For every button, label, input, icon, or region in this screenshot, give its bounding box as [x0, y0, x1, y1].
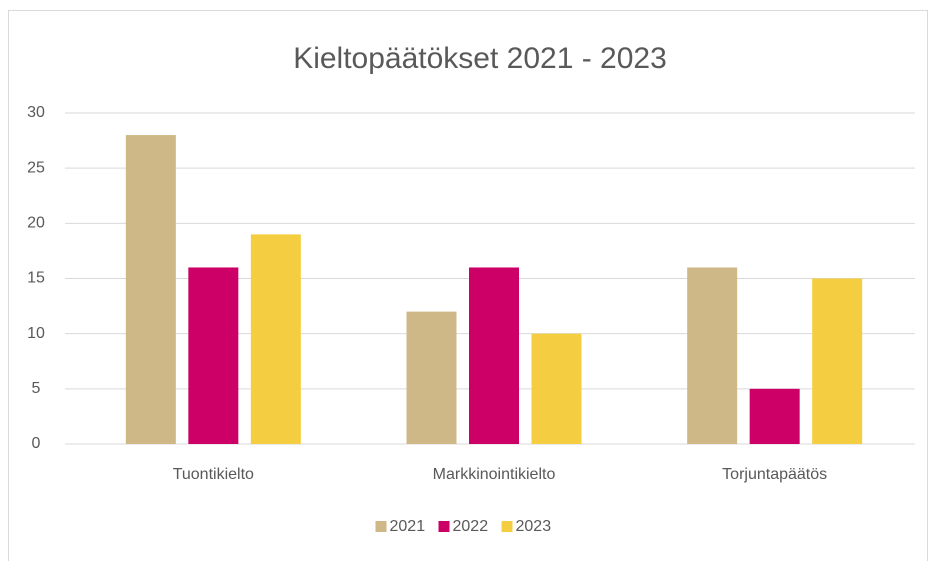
bar	[749, 388, 800, 444]
legend-swatch	[501, 521, 513, 532]
legend-label: 2021	[390, 518, 426, 535]
x-tick-label: Torjuntapäätös	[722, 466, 827, 483]
bar	[188, 267, 239, 444]
y-tick-label: 10	[27, 325, 45, 342]
bar	[469, 267, 519, 444]
bar	[250, 234, 301, 444]
x-tick-label: Markkinointikielto	[433, 466, 556, 483]
legend-swatch	[438, 521, 450, 532]
legend-label: 2022	[453, 518, 489, 535]
bar	[812, 278, 863, 444]
chart-title: Kieltopäätökset 2021 - 2023	[293, 42, 667, 75]
y-tick-label: 15	[27, 270, 45, 287]
y-tick-label: 20	[27, 215, 45, 232]
y-tick-label: 5	[32, 380, 41, 397]
y-tick-label: 30	[27, 104, 45, 121]
bar	[125, 135, 176, 445]
x-tick-label: Tuontikielto	[173, 466, 254, 483]
legend-label: 2023	[516, 518, 552, 535]
y-tick-label: 0	[32, 435, 41, 452]
y-tick-label: 25	[27, 159, 45, 176]
bar	[687, 267, 738, 444]
bar	[406, 311, 457, 444]
legend-swatch	[375, 521, 387, 532]
bar	[531, 333, 582, 444]
